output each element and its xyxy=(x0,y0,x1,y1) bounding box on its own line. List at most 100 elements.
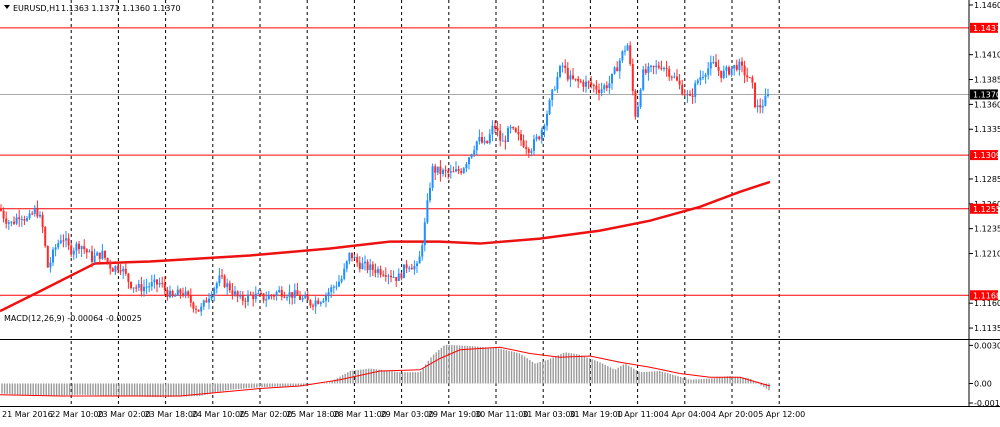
candle-body xyxy=(231,290,234,295)
candle-body xyxy=(522,140,525,147)
level-badge xyxy=(970,22,998,33)
candle-body xyxy=(309,300,312,306)
candle-body xyxy=(624,50,626,52)
macd-panel xyxy=(0,344,771,398)
candle-body xyxy=(644,69,647,73)
candle-body xyxy=(257,293,260,295)
candle-body xyxy=(452,171,455,173)
candle-body xyxy=(397,273,400,282)
y-tick-label: 1.1135 xyxy=(974,324,1000,333)
candle-body xyxy=(377,269,379,273)
candle-body xyxy=(41,214,44,228)
candle-body xyxy=(488,134,491,144)
candle-body xyxy=(119,270,122,272)
candle-body xyxy=(494,125,496,129)
candle-body xyxy=(595,85,598,90)
candle-body xyxy=(426,200,429,223)
x-tick-label: 23 Mar 18:00 xyxy=(145,410,198,419)
candle-body xyxy=(540,129,543,140)
candle-body xyxy=(80,246,83,250)
candle-body xyxy=(733,65,736,69)
candle-body xyxy=(2,210,5,219)
candle-body xyxy=(759,105,762,108)
candle-body xyxy=(660,67,663,69)
candle-body xyxy=(247,294,249,302)
candle-body xyxy=(647,66,650,73)
candle-body xyxy=(338,281,340,287)
candle-body xyxy=(478,137,481,142)
candle-body xyxy=(509,126,512,129)
candle-body xyxy=(228,283,231,291)
candle-body xyxy=(104,250,106,259)
candle-body xyxy=(665,68,668,70)
candle-body xyxy=(218,275,221,284)
candle-body xyxy=(455,169,457,172)
candle-body xyxy=(637,106,639,117)
candle-body xyxy=(704,74,707,77)
candle-body xyxy=(137,284,140,288)
candle-body xyxy=(408,267,411,269)
candle-body xyxy=(171,290,174,297)
candle-body xyxy=(572,75,574,79)
candle-body xyxy=(161,282,164,284)
candle-body xyxy=(756,105,759,108)
candle-body xyxy=(574,78,577,80)
candle-body xyxy=(743,65,746,76)
candle-body xyxy=(223,275,226,288)
candle-body xyxy=(413,265,416,270)
candle-body xyxy=(686,93,689,96)
candle-body xyxy=(299,295,301,300)
candle-body xyxy=(722,70,725,78)
candle-body xyxy=(265,299,268,301)
candle-body xyxy=(741,61,743,66)
candle-body xyxy=(673,76,676,78)
candle-body xyxy=(296,290,299,296)
candle-body xyxy=(187,291,190,296)
candle-body xyxy=(504,140,507,142)
candle-body xyxy=(0,208,2,211)
x-tick-label: 1 Apr 11:00 xyxy=(617,410,664,419)
candle-body xyxy=(556,76,559,90)
candle-body xyxy=(213,288,216,296)
candle-body xyxy=(475,141,478,151)
candle-body xyxy=(434,166,437,173)
candle-body xyxy=(335,286,338,288)
candle-body xyxy=(605,85,608,88)
x-tick-label: 22 Mar 10:00 xyxy=(50,410,103,419)
candle-body xyxy=(374,269,377,273)
candle-body xyxy=(707,68,710,75)
chart-header: EURUSD,H1 1.1363 1.1371 1.1360 1.1370 MA… xyxy=(4,4,181,323)
candle-body xyxy=(241,295,244,301)
candle-body xyxy=(735,65,738,70)
y-tick-label: 1.1210 xyxy=(974,250,1000,259)
candle-body xyxy=(15,217,18,224)
candle-body xyxy=(304,296,307,298)
moving-average xyxy=(0,180,771,313)
candle-body xyxy=(371,264,374,270)
candle-body xyxy=(429,187,431,201)
candle-body xyxy=(681,84,684,95)
candle-body xyxy=(592,85,595,87)
candle-body xyxy=(416,263,418,266)
candle-body xyxy=(496,128,499,131)
candle-body xyxy=(28,213,31,219)
candle-body xyxy=(483,140,486,143)
candle-body xyxy=(418,256,421,264)
candle-body xyxy=(122,268,125,272)
candle-body xyxy=(176,289,179,296)
candle-body xyxy=(153,279,156,283)
candle-body xyxy=(75,243,78,251)
candle-body xyxy=(613,67,616,74)
macd-label: MACD(12,26,9) -0.00064 -0.00025 xyxy=(4,314,142,323)
y-tick-label: 1.1410 xyxy=(974,51,1000,60)
dropdown-arrow-icon[interactable] xyxy=(4,5,10,9)
candle-body xyxy=(696,80,699,84)
candle-body xyxy=(561,65,564,67)
x-tick-label: 29 Mar 03:00 xyxy=(381,410,434,419)
candle-body xyxy=(546,113,548,126)
candle-body xyxy=(403,264,405,279)
x-tick-label: 24 Mar 10:00 xyxy=(192,410,245,419)
candle-body xyxy=(629,45,632,64)
candle-body xyxy=(114,265,117,272)
